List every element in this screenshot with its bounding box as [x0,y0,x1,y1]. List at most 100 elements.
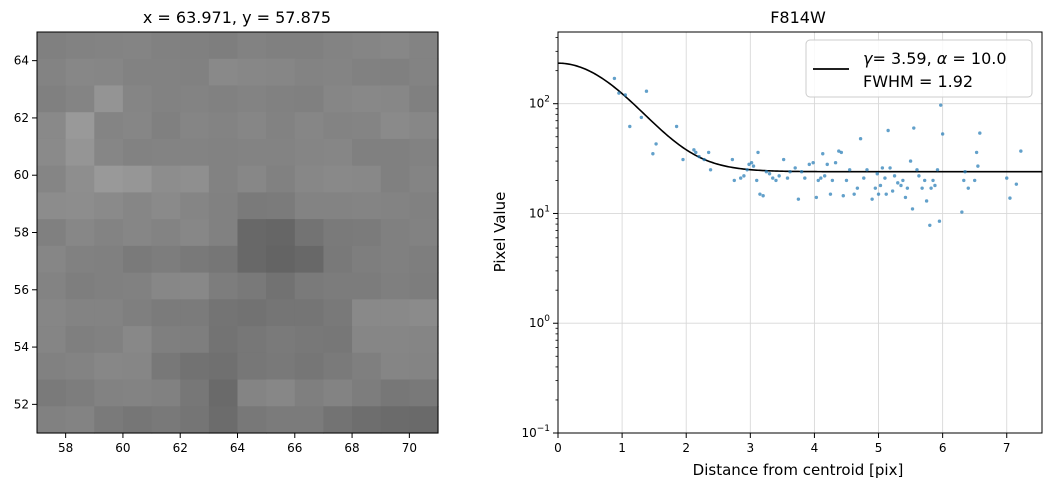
profile-points [612,76,1023,228]
heatmap-cell [37,272,67,300]
data-point [1014,182,1019,186]
profile-x-label: Distance from centroid [pix] [693,461,904,479]
y-tick-label: 52 [14,397,29,411]
heatmap-cell [323,112,353,140]
heatmap-cell [208,58,239,87]
x-tick-label: 1 [618,441,626,455]
data-point [884,192,888,196]
heatmap-cell [352,352,382,381]
data-point [963,170,967,174]
data-point [674,124,679,129]
heatmap-cell [294,112,325,140]
heatmap-cell [380,299,410,327]
heatmap-cell [266,272,296,300]
heatmap-cell [94,299,124,327]
data-point [883,176,887,180]
data-point [692,148,696,152]
data-point [681,157,685,162]
heatmap-cell [409,326,439,354]
data-point [890,189,895,193]
heatmap-cell [94,192,124,220]
data-point [749,161,754,165]
x-tick-label: 7 [1003,441,1011,455]
data-point [972,178,977,183]
data-point [910,207,915,211]
x-tick-label: 6 [939,441,947,455]
profile-y-ticks: 10−1 100 101 102 [521,37,558,440]
heatmap-cell [122,245,153,274]
legend-gamma-value: = 3.59, [872,49,936,68]
heatmap-cell [65,272,95,300]
heatmap-cell [37,165,67,193]
heatmap-cell [122,352,153,381]
data-point [654,142,658,146]
data-point [976,164,980,168]
y-tick-label: 62 [14,111,29,125]
heatmap-cell [352,165,382,193]
cutout-title: x = 63.971, y = 57.875 [143,8,331,27]
heatmap-cell [266,138,296,167]
data-point [756,150,760,155]
heatmap-cell [208,85,239,113]
legend-alpha-value: = 10.0 [947,49,1006,68]
heatmap-cell [294,245,325,274]
heatmap-cell [380,245,410,274]
heatmap-cell [266,406,296,434]
data-point [870,197,874,201]
heatmap-cell [266,192,296,220]
x-tick-label: 0 [554,441,562,455]
data-point [978,131,982,135]
data-point [966,186,970,190]
data-point [839,150,844,155]
heatmap-cell [323,138,353,167]
profile-legend[interactable]: γ= 3.59, α = 10.0 FWHM = 1.92 [805,39,1033,98]
heatmap-cell [94,245,124,274]
heatmap-cell [37,192,67,220]
heatmap-cell [65,58,95,87]
y-tick-label: 102 [529,95,550,111]
data-point [886,128,890,133]
heatmap-cell [266,58,296,87]
heatmap-cell [180,112,210,140]
cutout-panel: x = 63.971, y = 57.875 58 60 62 64 66 68 70 52… [14,8,439,455]
heatmap-cell [294,58,325,87]
heatmap-cell [37,245,67,274]
heatmap-cell [380,138,410,167]
data-point [924,199,929,203]
data-point [732,178,736,183]
heatmap-cell [151,245,181,274]
data-point [922,178,927,183]
legend-box [805,39,1033,98]
heatmap-cell [352,379,382,407]
heatmap-cell [380,352,410,381]
heatmap-cell [122,58,153,87]
data-point [799,170,804,174]
heatmap-cell [409,245,439,274]
heatmap-cell [352,406,382,434]
heatmap-cell [294,32,325,60]
heatmap-cell [266,299,296,327]
data-point [888,166,892,170]
data-point [920,186,924,190]
heatmap-cell [323,58,353,87]
profile-title: F814W [770,8,826,27]
data-point [761,194,765,198]
heatmap-cell [323,352,353,381]
heatmap-cell [380,85,410,113]
heatmap-cell [294,352,325,381]
heatmap-cell [37,326,67,354]
heatmap-cell [37,112,67,140]
heatmap-cell [208,379,239,407]
data-point [730,157,735,162]
heatmap-cell [323,192,353,220]
heatmap-cell [37,85,67,113]
data-point [623,93,628,97]
y-tick-label: 56 [14,283,29,297]
data-point [928,223,932,228]
heatmap-cell [208,192,239,220]
x-tick-label: 64 [230,441,245,455]
heatmap-cell [294,192,325,220]
data-point [755,178,759,183]
heatmap-cell [409,112,439,140]
data-point [644,89,649,93]
